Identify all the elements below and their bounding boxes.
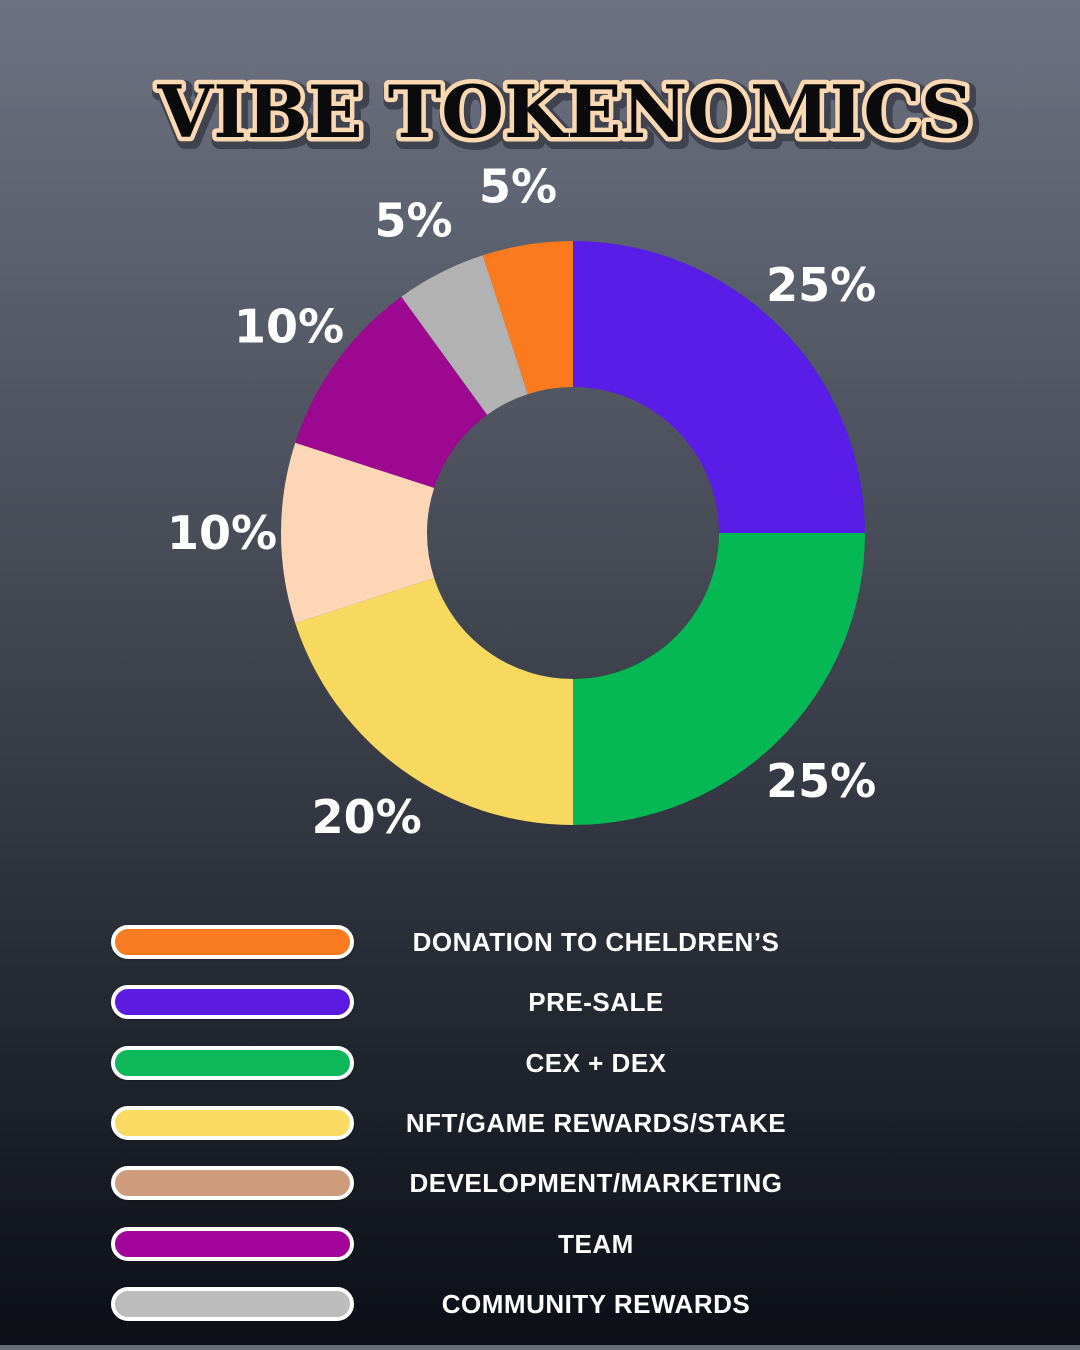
legend-swatch xyxy=(111,1227,354,1261)
chart-title-shadow: VIBE TOKENOMICS xyxy=(159,73,975,158)
legend-swatch xyxy=(111,1166,354,1200)
pie-slice xyxy=(401,255,528,415)
slice-percent-label: 5% xyxy=(479,159,557,213)
legend-swatch xyxy=(111,1046,354,1080)
legend-row: CEX + DEX xyxy=(111,1046,951,1080)
legend-swatch xyxy=(111,985,354,1019)
legend-label: COMMUNITY REWARDS xyxy=(441,1289,751,1319)
footer-strip xyxy=(0,1345,1080,1350)
legend-row: NFT/GAME REWARDS/STAKE xyxy=(111,1106,951,1140)
legend-row: PRE-SALE xyxy=(111,985,951,1019)
legend-label: PRE-SALE xyxy=(528,987,664,1017)
pie-slice xyxy=(573,533,865,825)
slice-percent-labels: 25% 25% 20% 10% 10% 5% 5% xyxy=(167,159,876,844)
pie-slice xyxy=(295,296,488,488)
pie-slice xyxy=(573,241,865,533)
donut-slices xyxy=(280,241,865,825)
legend-label: DEVELOPMENT/MARKETING xyxy=(409,1168,783,1198)
slice-percent-label: 5% xyxy=(375,193,453,247)
slice-percent-label: 25% xyxy=(766,258,876,312)
legend-row: TEAM xyxy=(111,1227,951,1261)
legend-swatch xyxy=(111,925,354,959)
pie-slice xyxy=(280,442,435,624)
legend-row: COMMUNITY REWARDS xyxy=(111,1287,951,1321)
legend-row: DEVELOPMENT/MARKETING xyxy=(111,1166,951,1200)
legend-row: DONATION TO CHELDREN’S xyxy=(111,925,951,959)
legend-label: CEX + DEX xyxy=(525,1048,667,1078)
slice-percent-label: 25% xyxy=(766,754,876,808)
legend-label: TEAM xyxy=(558,1229,634,1259)
legend-swatch xyxy=(111,1106,354,1140)
pie-slice xyxy=(482,241,573,395)
slice-percent-label: 10% xyxy=(234,300,344,354)
slice-percent-label: 10% xyxy=(167,506,277,560)
legend-label: DONATION TO CHELDREN’S xyxy=(412,927,780,957)
legend-label: NFT/GAME REWARDS/STAKE xyxy=(405,1108,787,1138)
legend: DONATION TO CHELDREN’S PRE-SALE CEX + DE… xyxy=(0,925,1080,1325)
chart-title: VIBE TOKENOMICS xyxy=(156,69,972,154)
pie-slice xyxy=(295,578,573,825)
slice-percent-label: 20% xyxy=(312,790,422,844)
legend-swatch xyxy=(111,1287,354,1321)
